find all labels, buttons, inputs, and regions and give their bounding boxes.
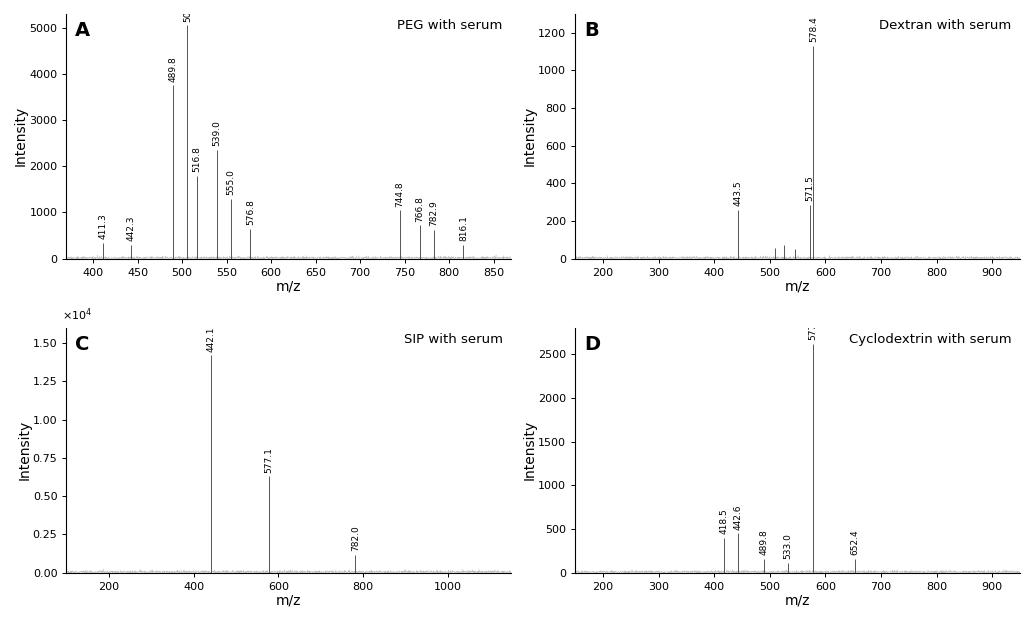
- Text: 577.1: 577.1: [264, 446, 273, 473]
- Text: 442.1: 442.1: [207, 326, 216, 351]
- Text: PEG with serum: PEG with serum: [397, 19, 503, 32]
- Text: 555.0: 555.0: [226, 169, 236, 195]
- Text: 442.6: 442.6: [733, 504, 742, 530]
- Text: SIP with serum: SIP with serum: [403, 333, 503, 346]
- X-axis label: m/z: m/z: [785, 279, 811, 293]
- Text: 578.4: 578.4: [809, 17, 818, 42]
- Text: B: B: [584, 21, 599, 40]
- Text: C: C: [75, 335, 90, 354]
- Text: 516.8: 516.8: [192, 146, 202, 172]
- Text: 443.5: 443.5: [734, 181, 742, 206]
- Text: 744.8: 744.8: [396, 181, 404, 207]
- Text: 577.2: 577.2: [809, 314, 817, 340]
- X-axis label: m/z: m/z: [276, 279, 302, 293]
- Y-axis label: Intensity: Intensity: [18, 420, 31, 481]
- Y-axis label: Intensity: Intensity: [13, 106, 28, 166]
- Text: 652.4: 652.4: [850, 530, 859, 555]
- Text: A: A: [75, 21, 90, 40]
- Text: 782.0: 782.0: [351, 526, 360, 551]
- Text: 442.3: 442.3: [126, 215, 135, 241]
- Text: D: D: [584, 335, 600, 354]
- Text: 816.1: 816.1: [459, 215, 468, 241]
- Text: 533.0: 533.0: [784, 533, 793, 559]
- Text: 418.5: 418.5: [720, 509, 729, 534]
- Y-axis label: Intensity: Intensity: [522, 420, 537, 481]
- Text: 489.8: 489.8: [760, 529, 768, 555]
- Text: Cyclodextrin with serum: Cyclodextrin with serum: [849, 333, 1011, 346]
- Text: 539.0: 539.0: [212, 120, 221, 147]
- Text: 571.5: 571.5: [805, 176, 814, 201]
- X-axis label: m/z: m/z: [785, 593, 811, 607]
- Text: 782.9: 782.9: [429, 201, 438, 227]
- Text: 576.8: 576.8: [246, 199, 255, 225]
- Text: $\times10^4$: $\times10^4$: [62, 306, 92, 323]
- Text: 489.8: 489.8: [169, 56, 178, 82]
- Text: Dextran with serum: Dextran with serum: [879, 19, 1011, 32]
- Text: 505.8: 505.8: [183, 0, 191, 22]
- Text: 766.8: 766.8: [415, 196, 424, 222]
- X-axis label: m/z: m/z: [276, 593, 302, 607]
- Text: 411.3: 411.3: [98, 213, 108, 239]
- Y-axis label: Intensity: Intensity: [522, 106, 537, 166]
